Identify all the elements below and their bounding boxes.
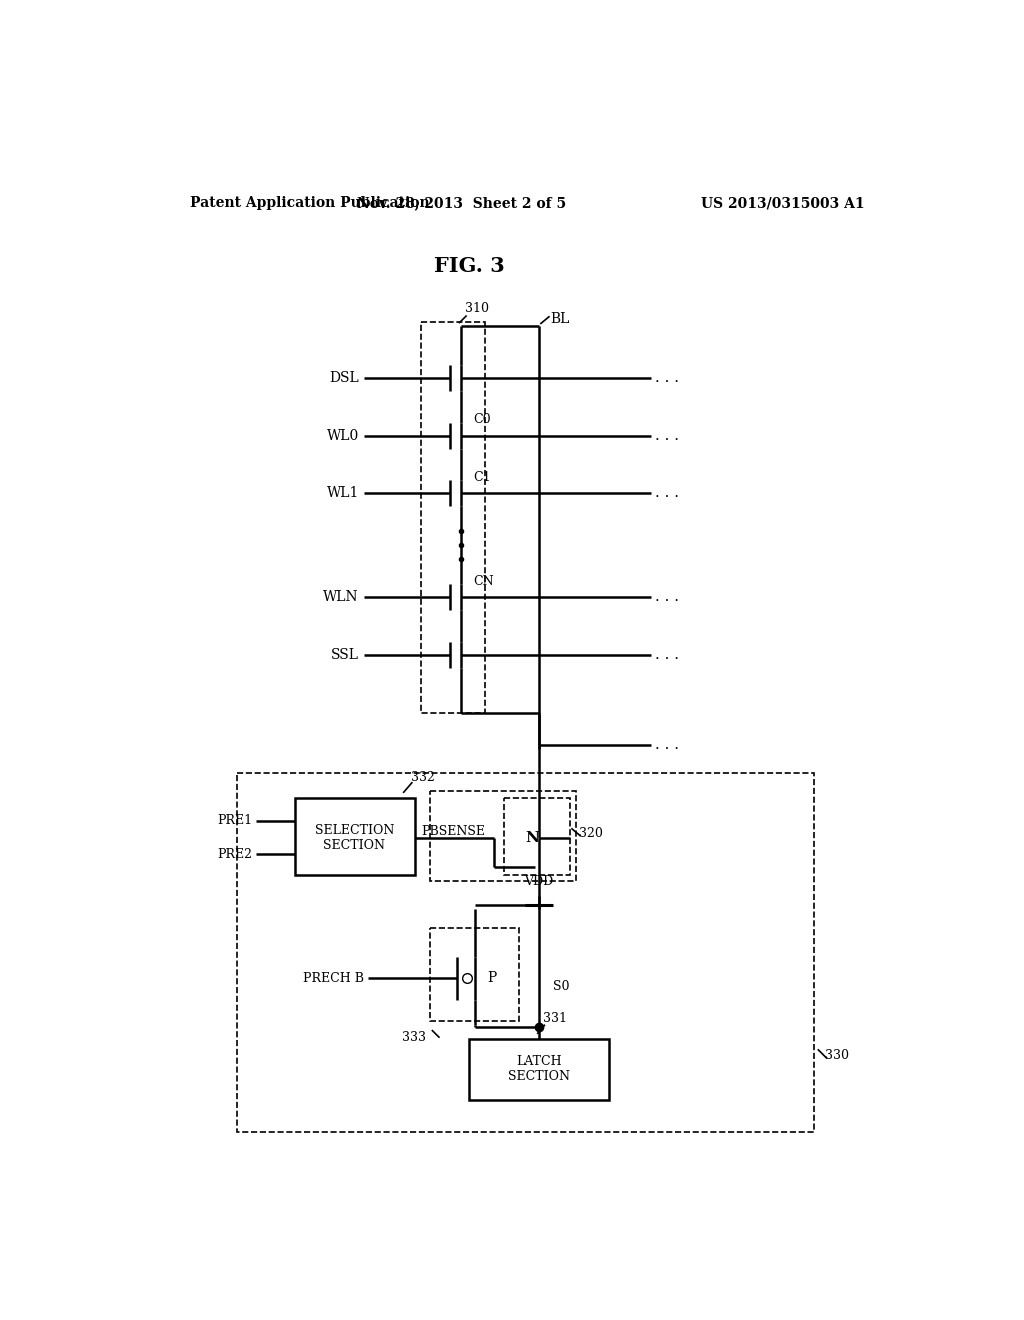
Bar: [295, 797, 415, 874]
Text: 333: 333: [402, 1031, 426, 1044]
Bar: [430, 792, 575, 880]
Text: WLN: WLN: [324, 590, 359, 605]
Text: PRE1: PRE1: [217, 814, 252, 828]
Text: . . .: . . .: [655, 371, 679, 385]
Text: WL0: WL0: [327, 429, 359, 442]
Text: 330: 330: [825, 1049, 850, 1063]
Text: . . .: . . .: [655, 486, 679, 500]
Text: . . .: . . .: [655, 429, 679, 442]
Text: DSL: DSL: [329, 371, 359, 385]
Text: . . .: . . .: [655, 590, 679, 605]
Text: CN: CN: [473, 576, 494, 589]
Text: 320: 320: [579, 828, 603, 841]
Text: S0: S0: [553, 979, 569, 993]
Bar: [469, 1039, 608, 1100]
Text: C0: C0: [473, 413, 490, 426]
Text: 331: 331: [543, 1011, 566, 1024]
Text: . . .: . . .: [655, 738, 679, 752]
Text: Nov. 28, 2013  Sheet 2 of 5: Nov. 28, 2013 Sheet 2 of 5: [356, 197, 566, 210]
Text: WL1: WL1: [327, 486, 359, 500]
Text: 332: 332: [411, 771, 435, 784]
Text: VDD: VDD: [524, 875, 553, 888]
Bar: [430, 928, 519, 1020]
Text: SSL: SSL: [331, 648, 359, 663]
Text: PBSENSE: PBSENSE: [421, 825, 485, 838]
Text: US 2013/0315003 A1: US 2013/0315003 A1: [700, 197, 864, 210]
Text: SELECTION
SECTION: SELECTION SECTION: [314, 824, 394, 851]
Text: 310: 310: [465, 302, 489, 314]
Text: PRECH B: PRECH B: [303, 972, 365, 985]
Text: C1: C1: [473, 471, 490, 484]
Text: LATCH
SECTION: LATCH SECTION: [508, 1055, 569, 1084]
Text: N: N: [525, 830, 540, 845]
Text: FIG. 3: FIG. 3: [433, 256, 505, 276]
Text: PRE2: PRE2: [217, 847, 252, 861]
Text: BL: BL: [550, 312, 569, 326]
Text: Patent Application Publication: Patent Application Publication: [190, 197, 430, 210]
Bar: [504, 797, 569, 874]
Bar: [421, 322, 484, 713]
Text: P: P: [487, 972, 497, 986]
Bar: [237, 774, 814, 1133]
Text: . . .: . . .: [655, 648, 679, 663]
